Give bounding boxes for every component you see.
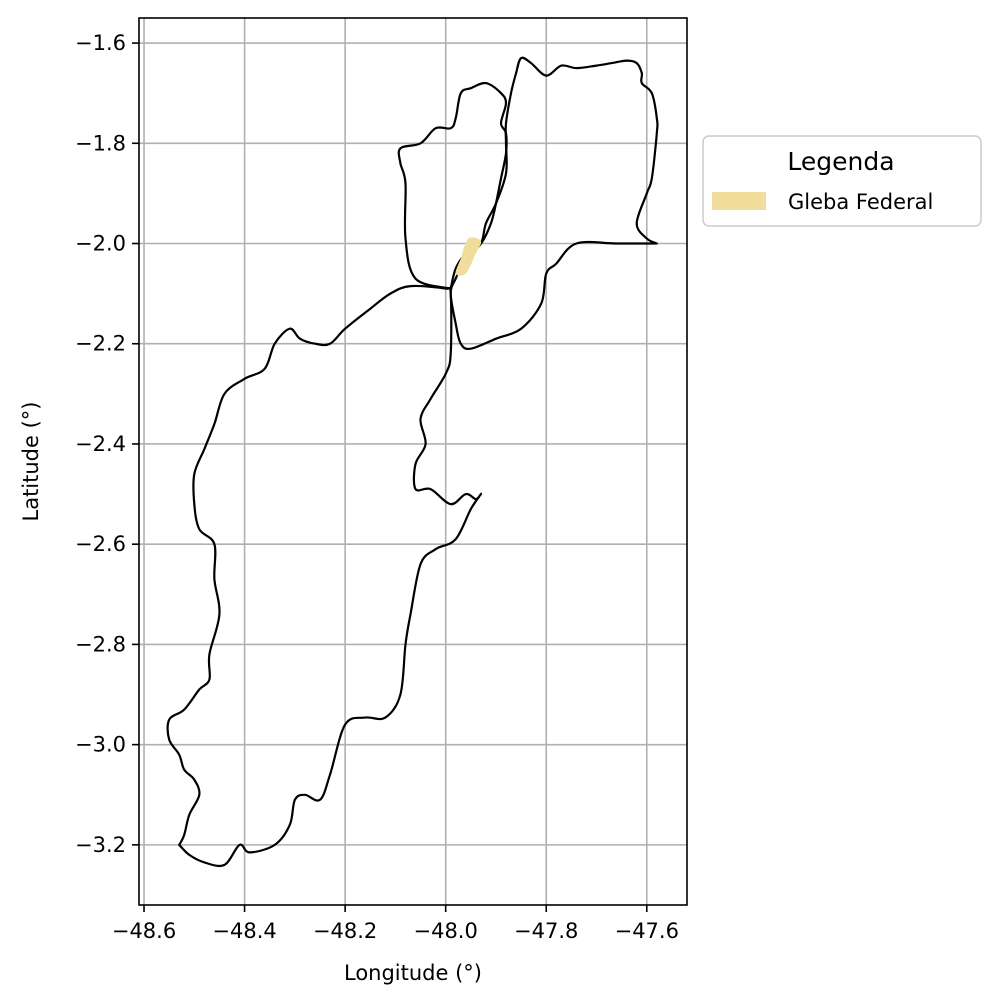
north-central-municipality — [397, 81, 508, 290]
y-tick-label: −2.4 — [75, 432, 126, 456]
y-tick-label: −3.2 — [75, 833, 126, 857]
x-tick-label: −48.0 — [413, 919, 477, 943]
legend-swatch-gleba-federal — [712, 192, 766, 210]
y-tick-label: −2.0 — [75, 232, 126, 256]
map-layers — [166, 56, 659, 868]
y-tick-label: −2.8 — [75, 632, 126, 656]
x-tick-label: −48.6 — [112, 919, 176, 943]
x-axis-ticks: −48.6 −48.4 −48.2 −48.0 −47.8 −47.6 — [112, 905, 679, 943]
y-tick-label: −1.6 — [75, 31, 126, 55]
legend-frame — [702, 135, 982, 227]
x-tick-label: −48.2 — [313, 919, 377, 943]
grid-lines — [139, 18, 687, 905]
y-axis-ticks: −1.6 −1.8 −2.0 −2.2 −2.4 −2.6 −2.8 −3.0 −3.2 — [75, 31, 139, 857]
legend: Legenda Gleba Federal — [702, 135, 982, 227]
y-tick-label: −2.6 — [75, 532, 126, 556]
y-tick-label: −2.2 — [75, 332, 126, 356]
axes-frame — [138, 17, 688, 906]
y-tick-label: −1.8 — [75, 131, 126, 155]
x-tick-label: −48.4 — [212, 919, 276, 943]
y-axis-title: Latitude (°) — [19, 402, 43, 522]
northeast-municipality — [449, 56, 659, 351]
x-tick-label: −47.8 — [514, 919, 578, 943]
y-tick-label: −3.0 — [75, 733, 126, 757]
x-axis-title: Longitude (°) — [344, 961, 482, 985]
gleba-federal — [455, 237, 482, 276]
legend-title: Legenda — [787, 147, 894, 176]
legend-label-gleba-federal: Gleba Federal — [788, 190, 933, 214]
x-tick-label: −47.6 — [615, 919, 679, 943]
